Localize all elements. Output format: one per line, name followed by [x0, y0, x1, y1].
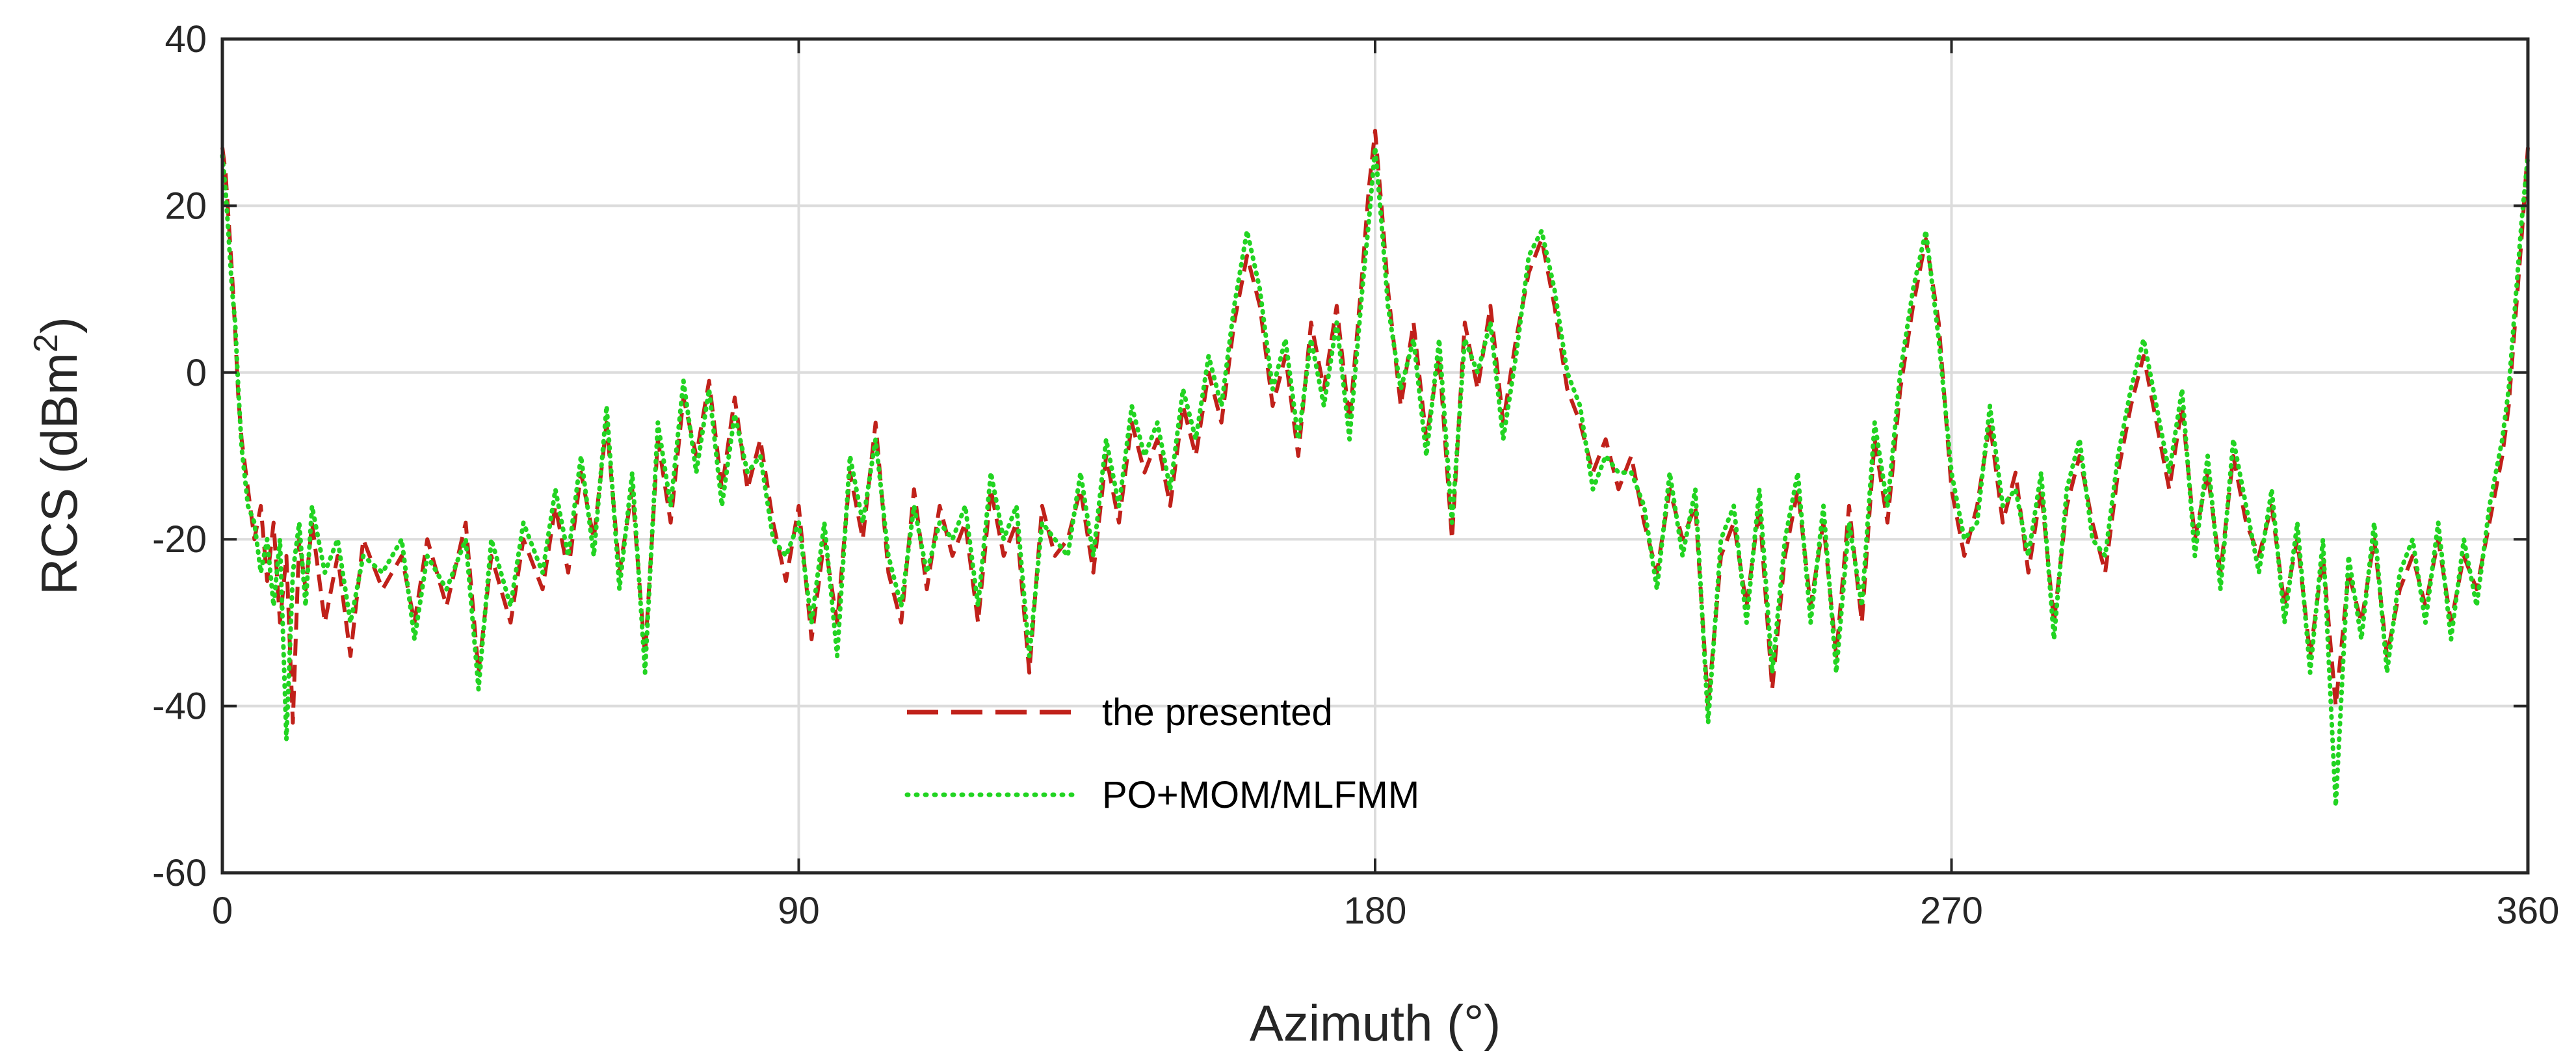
- x-tick-label-0: 0: [212, 890, 233, 932]
- series-layer: [220, 129, 2530, 808]
- x-tick-label-90: 90: [778, 890, 820, 932]
- y-tick-labels: -60 -40 -20 0 20 40: [152, 18, 207, 894]
- tick-marks: [221, 38, 2529, 874]
- y-tick-label-0: 0: [186, 352, 207, 394]
- x-tick-label-180: 180: [1344, 890, 1407, 932]
- x-tick-labels: 0 90 180 270 360: [212, 890, 2560, 932]
- y-axis-title-superscript: 2: [27, 334, 65, 352]
- legend: the presented PO+MOM/MLFMM: [904, 691, 1419, 816]
- y-tick-label-40: 40: [164, 18, 207, 60]
- y-tick-label-20: 20: [164, 185, 207, 227]
- y-tick-label--60: -60: [152, 852, 207, 894]
- series-line-presented: [220, 129, 2530, 725]
- legend-label-po-mom-mlfmm: PO+MOM/MLFMM: [1102, 774, 1419, 816]
- y-tick-label--40: -40: [152, 685, 207, 728]
- x-tick-label-270: 270: [1920, 890, 1983, 932]
- series-line-po-mom-mlfmm: [220, 145, 2530, 808]
- x-axis-title: Azimuth (°): [1250, 994, 1501, 1052]
- x-tick-label-360: 360: [2497, 890, 2560, 932]
- y-tick-label--20: -20: [152, 518, 207, 561]
- y-axis-title: RCS (dBm2): [27, 317, 88, 595]
- y-axis-title-close: ): [31, 317, 88, 334]
- legend-label-presented: the presented: [1102, 691, 1333, 734]
- y-axis-title-main: RCS (dBm: [31, 352, 88, 595]
